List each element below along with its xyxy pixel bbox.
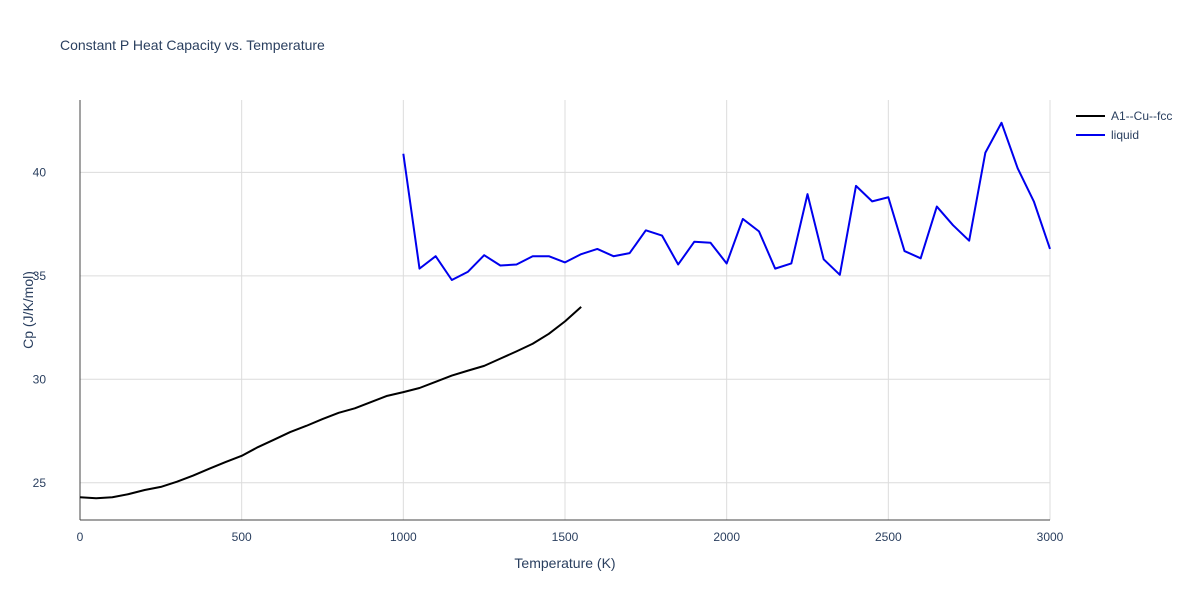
axis-layer: 0 500 1000 1500 2000 2500 3000 25 30 35 40 — [33, 100, 1064, 544]
grid-layer — [80, 100, 1051, 520]
y-axis-title: Cp (J/K/mol) — [20, 271, 36, 349]
series-line-liquid — [402, 121, 1051, 281]
series-line-a1-cu-fcc — [79, 306, 582, 500]
legend-item-a1-cu-fcc[interactable]: A1--Cu--fcc — [1076, 109, 1172, 123]
x-tick-label: 2500 — [875, 530, 902, 544]
chart-title: Constant P Heat Capacity vs. Temperature — [60, 37, 325, 53]
y-tick-label: 25 — [33, 476, 47, 490]
x-tick-label: 3000 — [1037, 530, 1064, 544]
y-tick-label: 30 — [33, 372, 47, 386]
legend-item-liquid[interactable]: liquid — [1076, 128, 1139, 142]
y-tick-label: 35 — [33, 269, 47, 283]
y-tick-label: 40 — [33, 165, 47, 179]
x-axis-title: Temperature (K) — [514, 555, 615, 571]
x-tick-label: 1000 — [390, 530, 417, 544]
x-tick-label: 0 — [77, 530, 84, 544]
series-layer — [79, 121, 1051, 500]
legend-label: A1--Cu--fcc — [1111, 109, 1172, 123]
x-tick-label: 500 — [232, 530, 252, 544]
x-tick-label: 2000 — [713, 530, 740, 544]
legend-label: liquid — [1111, 128, 1139, 142]
legend[interactable]: A1--Cu--fcc liquid — [1076, 109, 1172, 142]
x-tick-label: 1500 — [552, 530, 579, 544]
